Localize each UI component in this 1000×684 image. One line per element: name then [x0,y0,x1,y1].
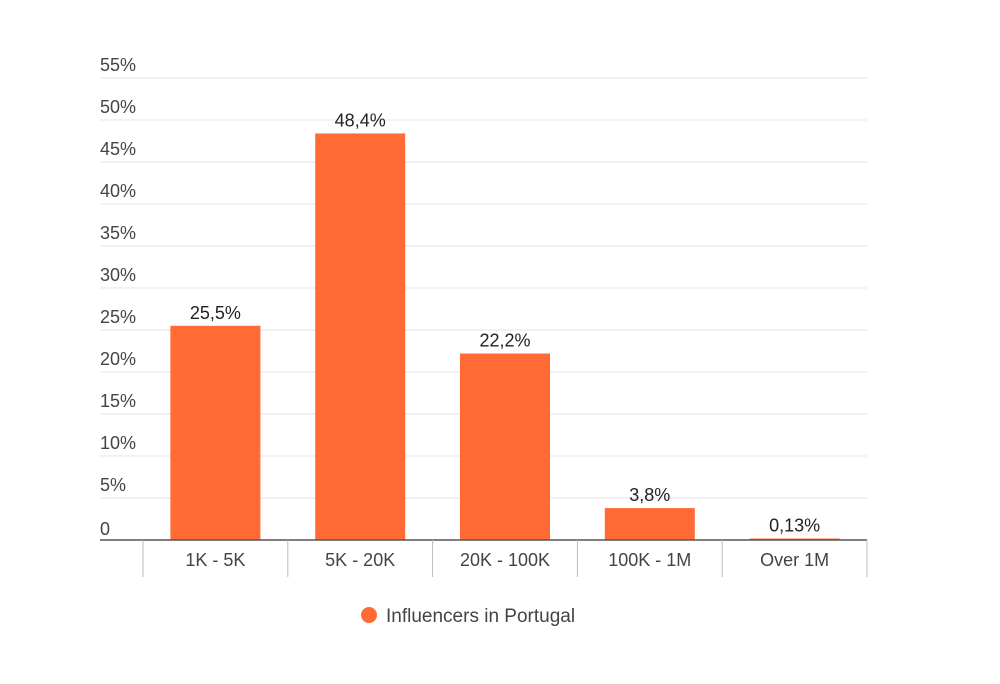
y-tick-label: 25% [100,307,136,327]
legend-label: Influencers in Portugal [386,606,575,627]
x-axis-category-labels: 1K - 5K 5K - 20K 20K - 100K 100K - 1M Over 1… [185,550,829,570]
legend[interactable]: Influencers in Portugal [361,606,575,627]
x-tick-label: Over 1M [760,550,829,570]
y-tick-label: 35% [100,223,136,243]
bar[interactable] [604,508,695,540]
y-tick-label: 50% [100,97,136,117]
data-labels: 25,5% 48,4% 22,2% 3,8% 0,13% [190,110,820,535]
y-tick-label: 55% [100,55,136,75]
data-label: 3,8% [629,485,670,505]
y-tick-label: 0 [100,519,110,539]
y-tick-label: 40% [100,181,136,201]
y-axis-tick-labels: 0 5% 10% 15% 20% 25% 30% 35% 40% 45% 50% 55% [100,55,136,539]
data-label: 22,2% [479,331,530,351]
y-tick-label: 20% [100,349,136,369]
x-tick-label: 1K - 5K [185,550,245,570]
data-label: 25,5% [190,303,241,323]
bars [170,133,840,540]
data-label: 0,13% [769,516,820,536]
y-tick-label: 5% [100,475,126,495]
x-tick-label: 5K - 20K [325,550,395,570]
y-tick-label: 15% [100,391,136,411]
y-tick-label: 30% [100,265,136,285]
x-axis [100,539,868,577]
legend-swatch-icon [361,607,377,623]
data-label: 48,4% [335,110,386,130]
bar[interactable] [315,133,406,540]
bar[interactable] [170,325,261,540]
x-tick-label: 100K - 1M [608,550,691,570]
y-tick-label: 45% [100,139,136,159]
bar[interactable] [460,353,550,540]
y-tick-label: 10% [100,433,136,453]
x-tick-label: 20K - 100K [460,550,550,570]
